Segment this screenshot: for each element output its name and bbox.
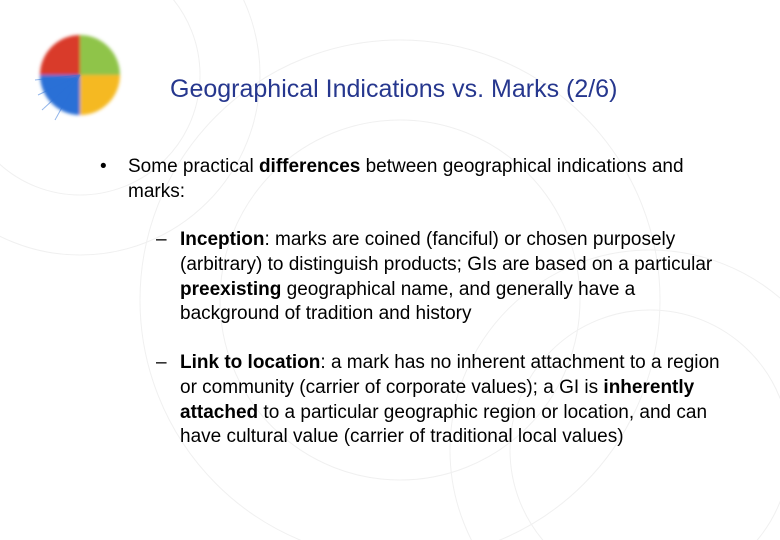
txt: Some practical: [128, 156, 259, 177]
bullet-marker: •: [100, 155, 128, 204]
txt: to a particular geographic region or loc…: [180, 402, 707, 448]
dash-marker: –: [156, 228, 180, 327]
bold: differences: [259, 156, 360, 177]
slide-title: Geographical Indications vs. Marks (2/6): [170, 75, 770, 104]
label: Link to location: [180, 352, 320, 373]
logo-icon: [30, 25, 130, 125]
bold: preexisting: [180, 279, 281, 300]
sub-bullet-inception: – Inception: marks are coined (fanciful)…: [156, 228, 730, 327]
sub-text: Inception: marks are coined (fanciful) o…: [180, 228, 730, 327]
bullet-text: Some practical differences between geogr…: [128, 155, 730, 204]
label: Inception: [180, 229, 264, 250]
dash-marker: –: [156, 351, 180, 450]
content-area: • Some practical differences between geo…: [100, 155, 730, 474]
sub-text: Link to location: a mark has no inherent…: [180, 351, 730, 450]
bullet-main: • Some practical differences between geo…: [100, 155, 730, 204]
sub-bullet-link: – Link to location: a mark has no inhere…: [156, 351, 730, 450]
